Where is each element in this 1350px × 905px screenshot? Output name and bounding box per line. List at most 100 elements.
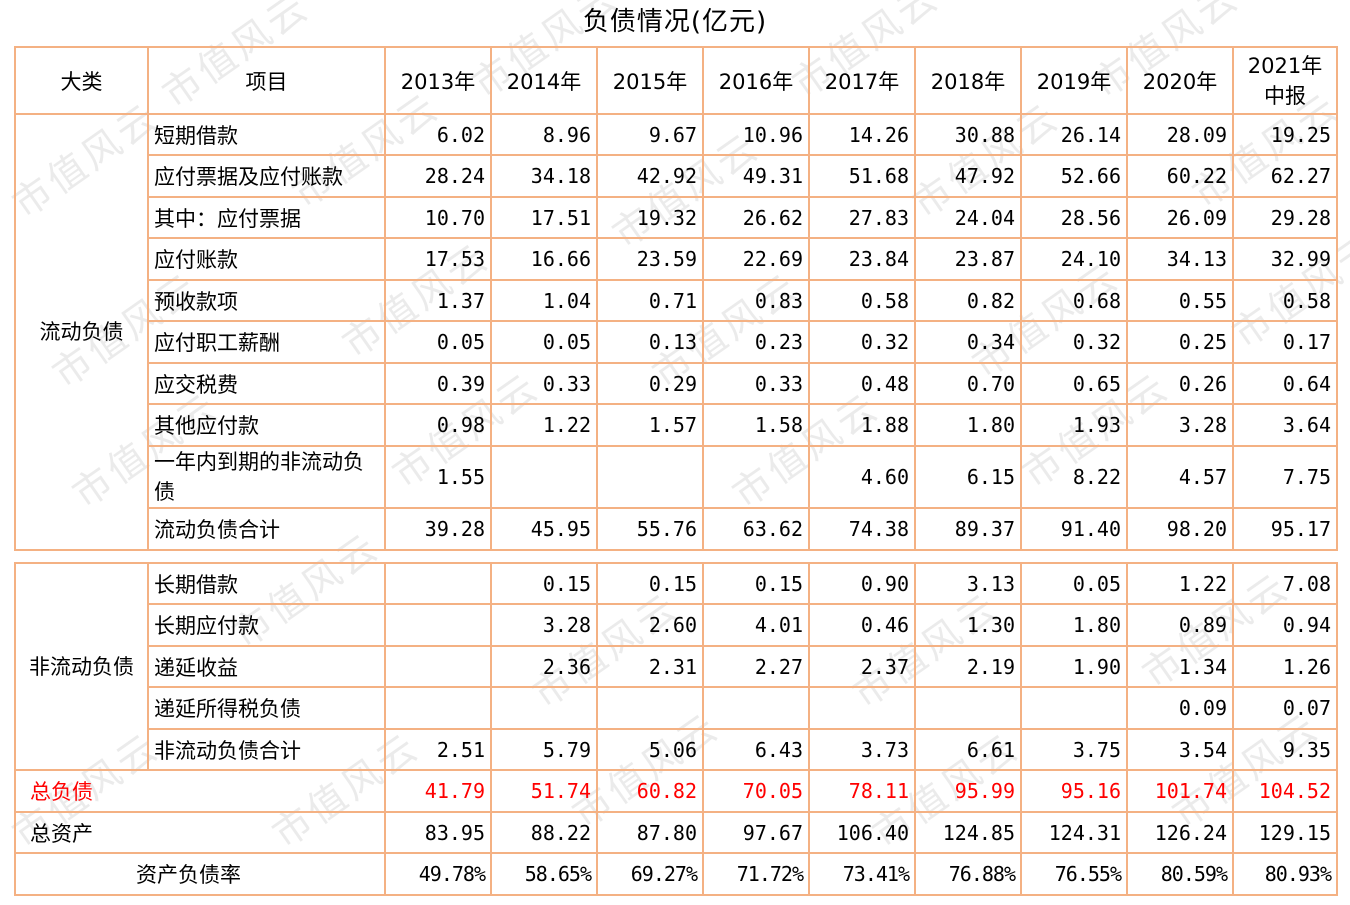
header-year: 2016年: [702, 46, 810, 115]
item-label: 预收款项: [147, 279, 386, 322]
value-cell: 1.55: [384, 445, 492, 509]
value-cell: 91.40: [1020, 507, 1128, 551]
value-cell: 95.17: [1232, 507, 1338, 551]
value-cell: 2.36: [490, 645, 598, 688]
value-cell: 3.28: [1126, 403, 1234, 447]
value-cell: 2.19: [914, 645, 1022, 688]
value-cell: 6.15: [914, 445, 1022, 509]
value-cell: 126.24: [1126, 811, 1234, 854]
value-cell: 1.22: [1126, 562, 1234, 605]
value-cell: 0.15: [702, 562, 810, 605]
value-cell: 55.76: [596, 507, 704, 551]
value-cell: 0.05: [490, 320, 598, 364]
value-cell: 0.68: [1020, 279, 1128, 322]
value-cell: [596, 686, 704, 730]
value-cell: 7.75: [1232, 445, 1338, 509]
header-year: 2013年: [384, 46, 492, 115]
value-cell: 101.74: [1126, 769, 1234, 813]
value-cell: [490, 445, 598, 509]
value-cell: 24.04: [914, 196, 1022, 239]
value-cell: 51.68: [808, 154, 916, 198]
value-cell: 26.14: [1020, 113, 1128, 156]
value-cell: 0.32: [1020, 320, 1128, 364]
item-label: 长期应付款: [147, 603, 386, 647]
value-cell: 0.29: [596, 362, 704, 405]
value-cell: [1020, 686, 1128, 730]
value-cell: 28.56: [1020, 196, 1128, 239]
category-cell: 非流动负债: [14, 562, 149, 771]
value-cell: 1.90: [1020, 645, 1128, 688]
value-cell: 17.53: [384, 237, 492, 281]
value-cell: 14.26: [808, 113, 916, 156]
value-cell: 58.65%: [490, 852, 598, 896]
value-cell: 23.59: [596, 237, 704, 281]
value-cell: 0.25: [1126, 320, 1234, 364]
noncurrent-liabilities-table: 非流动负债 长期借款 0.15 0.15 0.15 0.90 3.13 0.05 1.22 7.0…: [14, 562, 1338, 896]
value-cell: 49.31: [702, 154, 810, 198]
header-row: 大类 项目 2013年 2014年 2015年 2016年 2017年 2018…: [14, 46, 1338, 115]
value-cell: 2.60: [596, 603, 704, 647]
value-cell: 6.61: [914, 728, 1022, 771]
value-cell: 0.70: [914, 362, 1022, 405]
summary-row: 资产负债率 49.78% 58.65% 69.27% 71.72% 73.41% 76.88…: [14, 852, 1338, 896]
value-cell: 0.07: [1232, 686, 1338, 730]
table-row: 递延所得税负债 0.09 0.07: [15, 686, 1338, 730]
value-cell: 0.58: [808, 279, 916, 322]
value-cell: [384, 603, 492, 647]
value-cell: 0.15: [596, 562, 704, 605]
value-cell: 95.16: [1020, 769, 1128, 813]
value-cell: 10.70: [384, 196, 492, 239]
value-cell: [384, 686, 492, 730]
header-year: 2019年: [1020, 46, 1128, 115]
value-cell: 0.89: [1126, 603, 1234, 647]
value-cell: 39.28: [384, 507, 492, 551]
header-year: 2014年: [490, 46, 598, 115]
value-cell: 60.82: [596, 769, 704, 813]
item-label: 流动负债合计: [147, 507, 386, 551]
value-cell: [596, 445, 704, 509]
value-cell: 78.11: [808, 769, 916, 813]
value-cell: 0.82: [914, 279, 1022, 322]
value-cell: 32.99: [1232, 237, 1338, 281]
item-label: 应付职工薪酬: [147, 320, 386, 364]
value-cell: 3.13: [914, 562, 1022, 605]
header-year: 2021年中报: [1232, 46, 1338, 115]
value-cell: 3.73: [808, 728, 916, 771]
value-cell: 24.10: [1020, 237, 1128, 281]
value-cell: 0.48: [808, 362, 916, 405]
current-liabilities-table: 大类 项目 2013年 2014年 2015年 2016年 2017年 2018…: [14, 46, 1338, 551]
header-year: 2018年: [914, 46, 1022, 115]
value-cell: 19.32: [596, 196, 704, 239]
value-cell: 0.23: [702, 320, 810, 364]
value-cell: 8.22: [1020, 445, 1128, 509]
item-label: 长期借款: [147, 562, 386, 605]
value-cell: 42.92: [596, 154, 704, 198]
value-cell: 52.66: [1020, 154, 1128, 198]
value-cell: 0.33: [702, 362, 810, 405]
item-label: 短期借款: [147, 113, 386, 156]
value-cell: 71.72%: [702, 852, 810, 896]
value-cell: 23.87: [914, 237, 1022, 281]
item-label: 其中：应付票据: [147, 196, 386, 239]
summary-label: 资产负债率: [14, 852, 386, 896]
value-cell: 129.15: [1232, 811, 1338, 854]
value-cell: 1.80: [914, 403, 1022, 447]
value-cell: 1.26: [1232, 645, 1338, 688]
value-cell: 0.34: [914, 320, 1022, 364]
value-cell: 2.37: [808, 645, 916, 688]
value-cell: 10.96: [702, 113, 810, 156]
value-cell: 0.05: [384, 320, 492, 364]
value-cell: 3.64: [1232, 403, 1338, 447]
value-cell: 5.06: [596, 728, 704, 771]
value-cell: [384, 645, 492, 688]
value-cell: 3.75: [1020, 728, 1128, 771]
item-label: 递延收益: [147, 645, 386, 688]
value-cell: 2.31: [596, 645, 704, 688]
summary-row: 总资产 83.95 88.22 87.80 97.67 106.40 124.85 124.3…: [14, 811, 1338, 854]
table-row: 应交税费 0.39 0.33 0.29 0.33 0.48 0.70 0.65 0.26 0.64: [15, 362, 1338, 405]
value-cell: 76.88%: [914, 852, 1022, 896]
value-cell: [702, 686, 810, 730]
value-cell: 124.31: [1020, 811, 1128, 854]
value-cell: [914, 686, 1022, 730]
value-cell: 28.24: [384, 154, 492, 198]
